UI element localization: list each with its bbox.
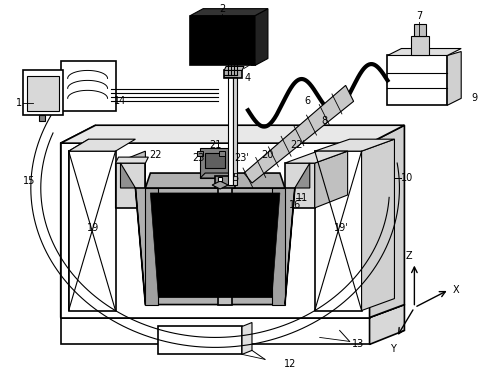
Polygon shape: [150, 193, 280, 298]
Bar: [27, 76, 59, 111]
Polygon shape: [135, 188, 295, 305]
Polygon shape: [224, 70, 242, 78]
Polygon shape: [285, 163, 310, 305]
Bar: [61, 62, 115, 111]
Text: 22: 22: [149, 150, 162, 160]
Text: 21: 21: [209, 140, 222, 150]
Text: 1: 1: [16, 98, 22, 108]
Text: 20: 20: [262, 150, 274, 160]
Bar: [411, 35, 429, 56]
Polygon shape: [200, 148, 230, 178]
Text: 19: 19: [86, 223, 99, 233]
Bar: [233, 75, 237, 185]
Text: 19': 19': [334, 223, 349, 233]
Text: 18: 18: [242, 210, 254, 220]
Bar: [219, 151, 225, 156]
Text: 9: 9: [471, 93, 477, 103]
Text: Y: Y: [390, 344, 395, 354]
Text: 23: 23: [192, 153, 205, 163]
Polygon shape: [205, 153, 225, 168]
Text: 22': 22': [290, 140, 305, 150]
Bar: [197, 151, 203, 156]
Polygon shape: [370, 125, 404, 317]
Text: 11: 11: [296, 193, 308, 203]
Polygon shape: [285, 151, 348, 163]
Polygon shape: [115, 151, 145, 208]
Text: 17: 17: [156, 200, 169, 210]
Polygon shape: [272, 188, 285, 305]
Polygon shape: [61, 125, 404, 143]
Polygon shape: [69, 151, 115, 311]
Bar: [388, 56, 447, 105]
Polygon shape: [145, 173, 285, 188]
Polygon shape: [120, 163, 145, 305]
Text: 5: 5: [232, 173, 238, 183]
Polygon shape: [69, 139, 135, 151]
Text: Z: Z: [406, 251, 413, 261]
Polygon shape: [190, 9, 268, 16]
Polygon shape: [61, 305, 404, 317]
Text: 12: 12: [283, 359, 296, 369]
Polygon shape: [370, 305, 404, 344]
Text: 16: 16: [289, 200, 301, 210]
Bar: [218, 185, 232, 305]
Bar: [228, 75, 233, 185]
Text: 7: 7: [416, 11, 423, 21]
Polygon shape: [115, 157, 148, 163]
Polygon shape: [61, 125, 96, 317]
Polygon shape: [315, 151, 348, 208]
Text: 2: 2: [219, 4, 225, 14]
Text: 3: 3: [249, 59, 255, 69]
Text: 13: 13: [351, 339, 364, 350]
Polygon shape: [224, 66, 244, 70]
Text: 8: 8: [322, 116, 328, 126]
Bar: [158, 326, 242, 354]
Polygon shape: [61, 317, 370, 344]
Bar: [414, 23, 426, 35]
Polygon shape: [255, 9, 268, 65]
Text: 15: 15: [22, 176, 35, 186]
Text: 6: 6: [305, 96, 311, 106]
Bar: [215, 176, 235, 188]
Polygon shape: [200, 173, 235, 178]
Text: 14: 14: [114, 96, 127, 106]
Polygon shape: [190, 16, 255, 65]
Polygon shape: [244, 85, 354, 183]
Polygon shape: [218, 177, 222, 181]
Polygon shape: [315, 151, 362, 311]
Polygon shape: [388, 48, 461, 56]
Polygon shape: [212, 181, 228, 189]
Polygon shape: [285, 163, 315, 208]
Polygon shape: [69, 139, 89, 311]
Text: X: X: [453, 285, 460, 295]
Text: 4: 4: [245, 73, 251, 84]
Polygon shape: [145, 188, 158, 305]
Polygon shape: [242, 323, 252, 354]
Polygon shape: [61, 143, 370, 317]
Polygon shape: [447, 51, 461, 105]
Text: 23': 23': [235, 153, 250, 163]
Text: 10: 10: [401, 173, 414, 183]
Polygon shape: [315, 139, 394, 151]
Polygon shape: [115, 163, 145, 208]
Polygon shape: [39, 115, 45, 121]
Bar: [23, 70, 63, 115]
Polygon shape: [362, 139, 394, 311]
